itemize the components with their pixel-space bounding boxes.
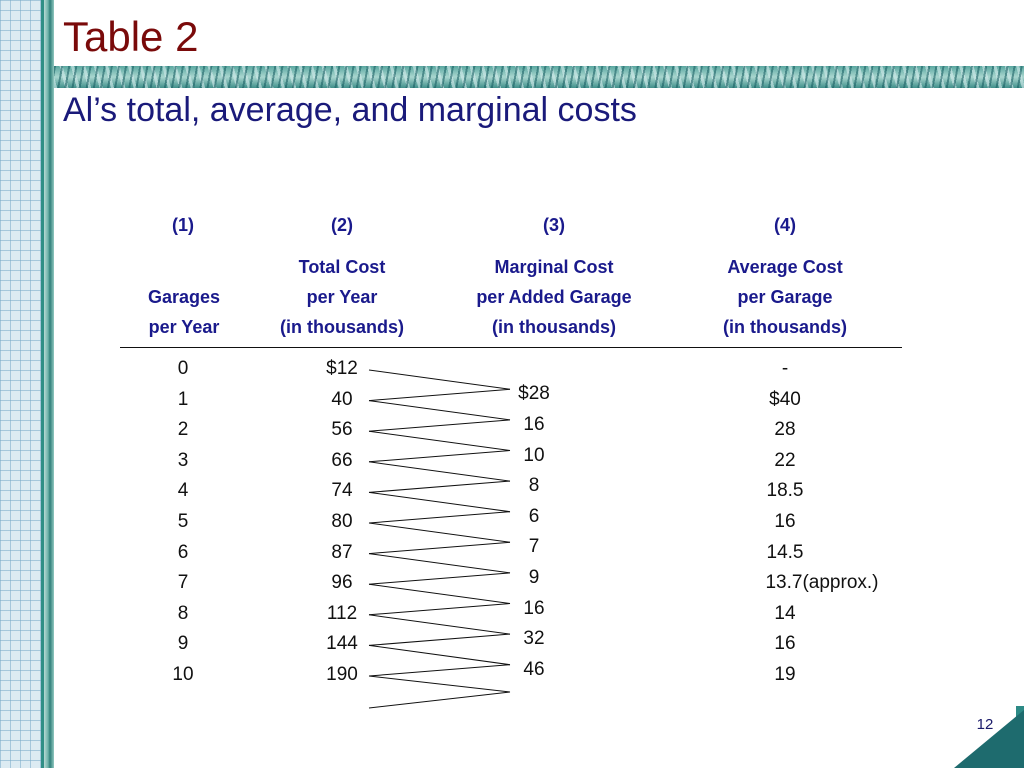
- column-header-line: Marginal Cost: [494, 257, 614, 277]
- garages-cell: 6: [177, 541, 189, 563]
- column-header-line: (in thousands): [280, 317, 404, 337]
- average-cost-cell: 14.5: [766, 541, 804, 563]
- connector-line: [368, 388, 511, 402]
- garages-cell: 4: [177, 480, 189, 502]
- connector-line: [368, 511, 511, 524]
- marginal-cost-cell: 16: [523, 597, 545, 619]
- total-cost-cell: 80: [331, 511, 353, 532]
- garages-cell: 9: [177, 633, 189, 655]
- marginal-cost-cell: 10: [523, 444, 545, 466]
- header-rule: [120, 347, 902, 348]
- connector-line: [368, 614, 511, 635]
- connector-line: [368, 480, 511, 493]
- column-header-line: per Added Garage: [476, 287, 632, 307]
- total-cost-cell: 74: [331, 480, 353, 502]
- column-header-line: per Year: [306, 287, 378, 307]
- column-header-line: Average Cost: [727, 257, 843, 277]
- marginal-cost-cell: 8: [528, 475, 540, 497]
- connector-line: [368, 664, 511, 677]
- column-header-line: Garages: [147, 287, 221, 307]
- connector-line: [368, 369, 511, 390]
- connector-line: [368, 419, 511, 432]
- garages-cell: 1: [177, 388, 189, 410]
- average-cost-cell: 28: [774, 419, 796, 441]
- garages-cell: 5: [177, 511, 189, 532]
- average-cost-cell: 13.7(approx.): [765, 572, 879, 594]
- total-cost-cell: 56: [331, 419, 353, 441]
- total-cost-cell: $12: [326, 358, 358, 379]
- column-number-1: (1): [172, 215, 194, 235]
- marginal-cost-cell: 9: [528, 566, 540, 588]
- column-number-4: (4): [774, 215, 796, 235]
- marginal-cost-cell: 32: [523, 628, 545, 650]
- connector-line: [368, 430, 511, 451]
- total-cost-cell: 190: [326, 664, 358, 685]
- average-cost-cell: 16: [774, 511, 796, 532]
- connector-line: [368, 644, 511, 666]
- average-cost-cell: 14: [774, 602, 796, 624]
- slide-title: Table 2: [63, 13, 199, 60]
- connector-line: [368, 572, 511, 585]
- marginal-cost-cell: 16: [523, 413, 545, 435]
- connector-line: [368, 400, 511, 421]
- garages-cell: 3: [177, 449, 189, 471]
- average-cost-cell: 19: [774, 664, 796, 685]
- connector-line: [368, 633, 511, 646]
- connector-line: [368, 450, 511, 463]
- left-decorative-band: [0, 0, 54, 768]
- column-header-line: (in thousands): [723, 317, 847, 337]
- slide-subtitle: Al’s total, average, and marginal costs: [63, 91, 637, 129]
- column-number-3: (3): [543, 215, 565, 235]
- total-cost-cell: 96: [331, 572, 353, 594]
- connector-line: [368, 461, 511, 482]
- connector-line: [368, 675, 511, 693]
- average-cost-cell: -: [781, 358, 789, 379]
- column-header-line: per Garage: [737, 287, 833, 307]
- top-decorative-band: [54, 66, 1024, 88]
- connector-line: [368, 583, 511, 604]
- connector-line: [368, 603, 511, 616]
- corner-decoration: [954, 710, 1024, 768]
- average-cost-cell: $40: [769, 388, 801, 410]
- garages-cell: 2: [177, 419, 189, 441]
- marginal-cost-cell: $28: [518, 383, 550, 405]
- average-cost-cell: 22: [774, 449, 796, 471]
- connector-line: [368, 553, 511, 574]
- column-header-line: per Year: [148, 317, 220, 337]
- column-header-line: (in thousands): [492, 317, 616, 337]
- garages-cell: 8: [177, 602, 189, 624]
- connector-line: [368, 491, 511, 513]
- total-cost-cell: 87: [331, 541, 353, 563]
- connector-line: [368, 522, 511, 543]
- total-cost-cell: 112: [326, 602, 358, 624]
- marginal-cost-cell: 7: [528, 536, 540, 558]
- total-cost-cell: 40: [331, 388, 353, 410]
- column-header-line: Total Cost: [298, 257, 386, 277]
- garages-cell: 10: [172, 664, 194, 685]
- total-cost-cell: 66: [331, 449, 353, 471]
- connector-line: [368, 691, 511, 709]
- average-cost-cell: 18.5: [766, 480, 804, 502]
- column-number-2: (2): [331, 215, 353, 235]
- garages-cell: 0: [177, 358, 189, 379]
- average-cost-cell: 16: [774, 633, 796, 655]
- total-cost-cell: 144: [326, 633, 358, 655]
- garages-cell: 7: [177, 572, 189, 594]
- marginal-cost-cell: 6: [528, 505, 540, 527]
- marginal-cost-cell: 46: [523, 658, 545, 680]
- connector-line: [368, 541, 511, 555]
